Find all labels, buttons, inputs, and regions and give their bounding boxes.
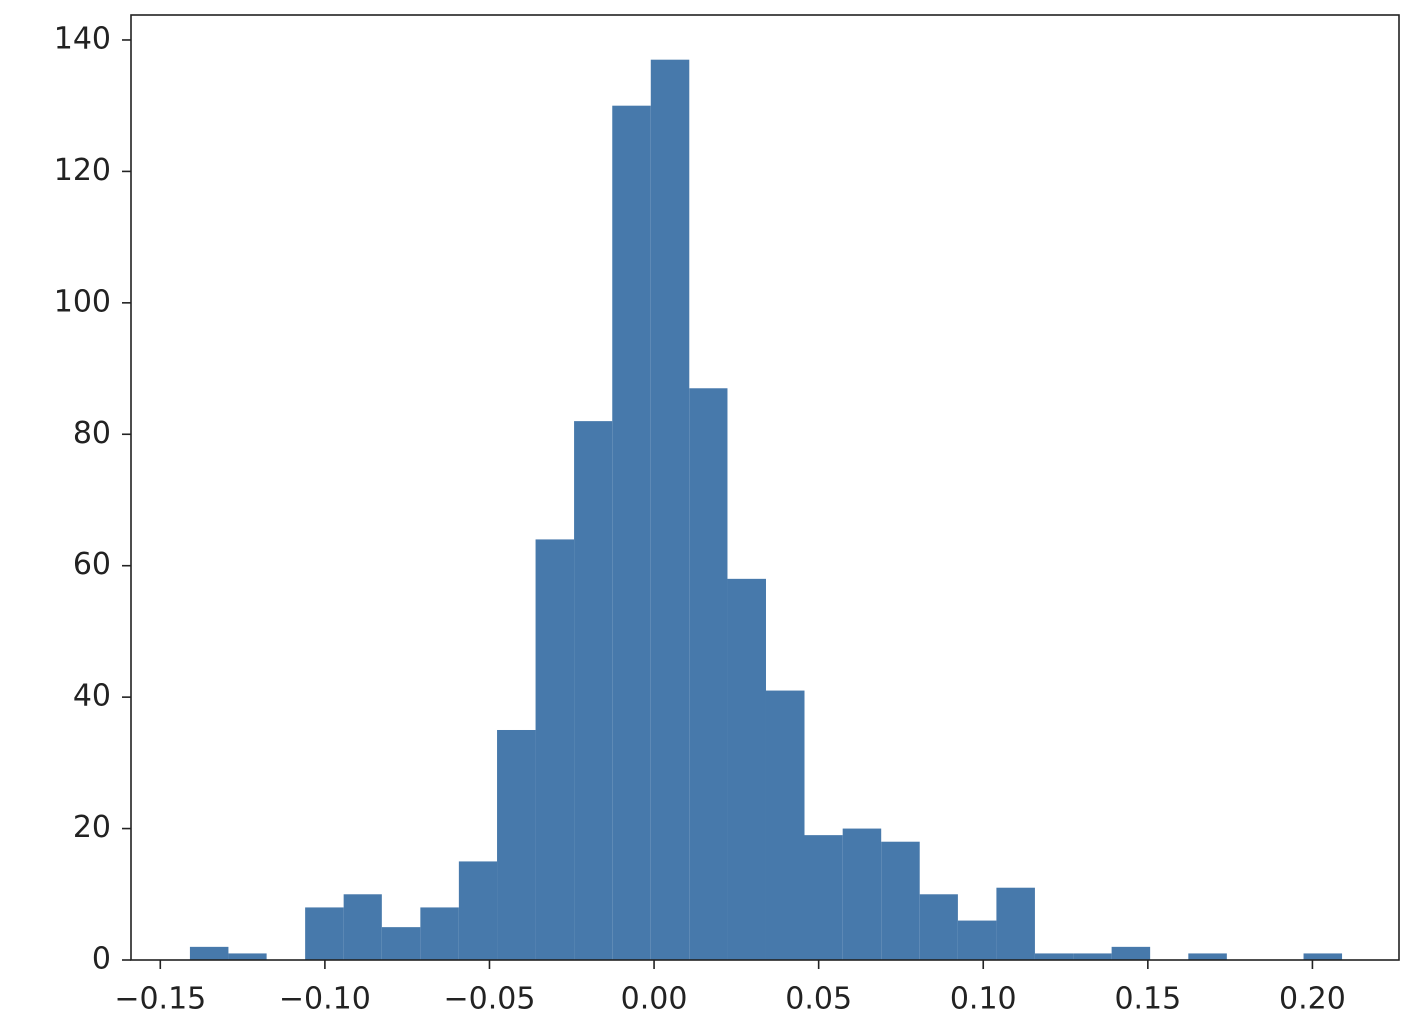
y-tick-label: 140 (54, 21, 111, 56)
bar (765, 690, 805, 960)
bar (919, 894, 958, 960)
x-tick-label: −0.05 (444, 982, 536, 1017)
bar (420, 907, 459, 960)
bar (189, 946, 229, 960)
bar (228, 953, 267, 960)
bar (381, 927, 421, 960)
y-tick-label: 40 (73, 679, 111, 714)
y-tick-label: 60 (73, 547, 111, 582)
y-tick-label: 0 (92, 942, 111, 977)
y-tick-label: 20 (73, 810, 111, 845)
bar (727, 578, 766, 960)
bar (650, 59, 690, 960)
bar (343, 894, 382, 960)
bar (1034, 953, 1074, 960)
bar (305, 907, 344, 960)
axes-frame (130, 14, 1400, 961)
bar (458, 861, 498, 960)
bar (689, 388, 728, 960)
bar (1111, 946, 1151, 960)
bar (535, 539, 575, 960)
bar (574, 421, 613, 960)
y-tick-label: 100 (54, 284, 111, 319)
bar (497, 729, 536, 960)
bar (1303, 953, 1343, 960)
bar (996, 887, 1035, 960)
x-tick-label: 0.05 (785, 982, 852, 1017)
x-tick-label: 0.00 (621, 982, 688, 1017)
x-tick-label: 0.20 (1279, 982, 1346, 1017)
bar (804, 835, 843, 960)
bar (957, 920, 997, 960)
bar (1188, 953, 1227, 960)
x-tick-label: 0.10 (950, 982, 1017, 1017)
bar (612, 105, 651, 960)
y-tick-label: 120 (54, 153, 111, 188)
y-tick-label: 80 (73, 416, 111, 451)
bar (1073, 953, 1112, 960)
x-tick-label: −0.15 (114, 982, 206, 1017)
bar (842, 828, 882, 960)
x-tick-label: −0.10 (279, 982, 371, 1017)
bar (881, 841, 920, 960)
x-tick-label: 0.15 (1114, 982, 1181, 1017)
